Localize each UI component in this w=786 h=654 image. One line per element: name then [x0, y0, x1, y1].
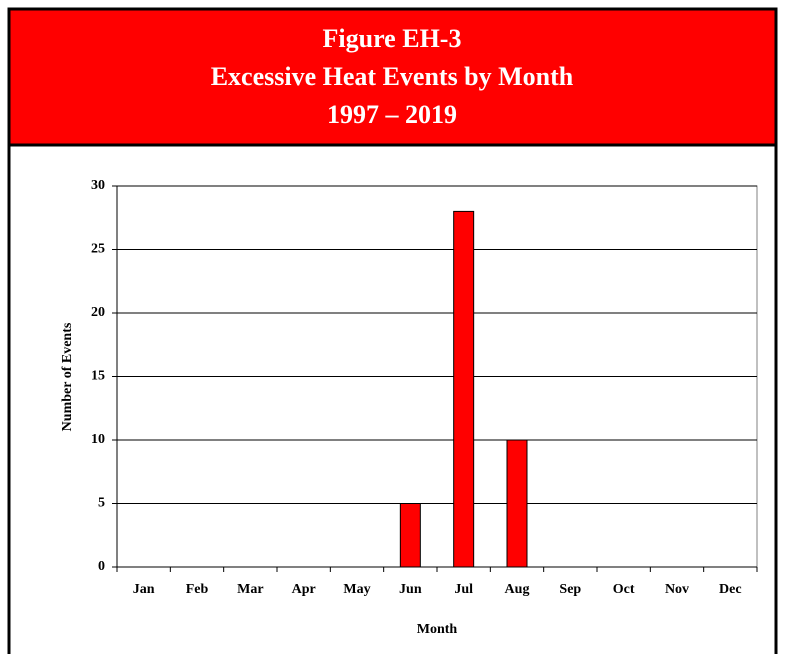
y-axis-label: Number of Events	[60, 322, 75, 431]
header	[7, 7, 778, 147]
bar	[506, 439, 528, 568]
x-axis-label: Month	[417, 622, 458, 637]
y-tick-label: 10	[91, 432, 105, 447]
y-tick-label: 30	[91, 178, 105, 193]
x-tick-label: Jan	[133, 582, 155, 597]
x-tick-label: Mar	[237, 582, 263, 597]
y-tick-label: 5	[98, 496, 105, 511]
y-tick-label: 25	[91, 242, 105, 257]
x-tick-label: Aug	[505, 582, 530, 597]
x-tick-label: Feb	[186, 582, 209, 597]
x-tick-label: Jul	[454, 582, 473, 597]
chart-title: Excessive Heat Events by Month	[211, 62, 574, 91]
x-tick-label: Jun	[399, 582, 422, 597]
y-tick-label: 15	[91, 369, 105, 384]
chart-title: 1997 – 2019	[327, 100, 457, 129]
x-tick-label: May	[343, 582, 370, 597]
x-tick-label: Sep	[559, 582, 581, 597]
x-tick-label: Nov	[665, 582, 689, 597]
y-tick-label: 0	[98, 559, 105, 574]
chart-title: Figure EH-3	[323, 24, 462, 53]
x-tick-label: Apr	[292, 582, 316, 597]
x-tick-label: Oct	[613, 582, 635, 597]
bar	[399, 503, 421, 568]
y-tick-label: 20	[91, 305, 105, 320]
bar	[453, 210, 475, 568]
x-tick-label: Dec	[719, 582, 742, 597]
